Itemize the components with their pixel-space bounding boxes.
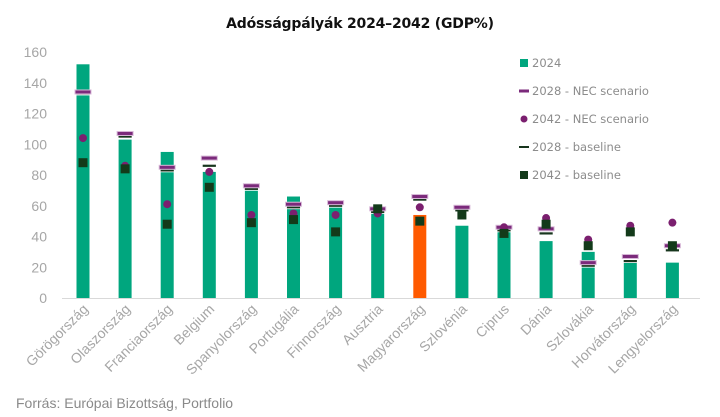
legend-item: 2028 - NEC scenario xyxy=(519,84,649,98)
bar-2024 xyxy=(623,262,637,298)
legend-label: 2042 - NEC scenario xyxy=(532,112,649,126)
bar-2024 xyxy=(413,214,427,298)
marker-2028-nec xyxy=(285,201,302,207)
marker-2042-nec xyxy=(331,210,340,219)
marker-2042-baseline xyxy=(289,215,298,225)
markers xyxy=(74,89,681,268)
marker-2042-nec xyxy=(163,200,172,209)
bar-2024 xyxy=(539,241,553,298)
legend-item: 2042 - baseline xyxy=(520,168,621,182)
legend-swatch-dash xyxy=(519,89,529,93)
y-tick-label: 60 xyxy=(31,198,47,214)
marker-2042-baseline xyxy=(499,228,509,238)
legend-item: 2024 xyxy=(520,56,561,70)
marker-2042-baseline xyxy=(457,210,467,220)
marker-2042-nec xyxy=(247,210,256,219)
marker-2028-baseline xyxy=(538,231,554,236)
marker-2028-baseline xyxy=(622,259,638,264)
marker-2042-nec xyxy=(668,218,677,227)
legend-swatch-bar xyxy=(520,59,528,67)
marker-2042-baseline xyxy=(625,227,635,237)
source-note: Forrás: Európai Bizottság, Portfolio xyxy=(16,395,234,411)
marker-2042-nec xyxy=(205,167,214,176)
marker-2042-baseline xyxy=(415,216,425,226)
legend-label: 2028 - baseline xyxy=(532,140,621,154)
y-tick-label: 20 xyxy=(31,259,47,275)
chart-title: Adósságpályák 2024–2042 (GDP%) xyxy=(226,16,494,32)
y-tick-label: 80 xyxy=(31,167,47,183)
x-axis-labels: GörögországOlaszországFranciaországBelgi… xyxy=(23,301,681,378)
bar-2024 xyxy=(329,207,343,298)
marker-2028-nec xyxy=(74,89,92,95)
y-tick-label: 160 xyxy=(24,44,48,60)
y-tick-label: 120 xyxy=(24,106,48,122)
marker-2028-nec xyxy=(453,204,471,210)
legend-item: 2028 - baseline xyxy=(519,140,621,154)
marker-2028-nec xyxy=(158,164,176,170)
marker-2042-baseline xyxy=(162,219,172,229)
bar-2024 xyxy=(244,187,258,298)
marker-2042-baseline xyxy=(331,227,341,237)
bar-2024 xyxy=(665,262,679,298)
marker-2028-nec xyxy=(200,155,218,161)
marker-2042-baseline xyxy=(583,241,593,251)
marker-2028-nec xyxy=(116,130,134,136)
bar-2024 xyxy=(581,251,595,298)
marker-2042-nec xyxy=(415,203,424,212)
marker-2042-nec xyxy=(79,134,87,143)
marker-2042-baseline xyxy=(667,241,677,251)
bar-2024 xyxy=(371,210,385,298)
legend-swatch-line xyxy=(519,146,529,148)
marker-2042-baseline xyxy=(541,219,551,229)
bar-2024 xyxy=(497,231,511,298)
y-axis: 0 20 40 60 80 100 120 140 160 xyxy=(24,44,48,306)
y-tick-label: 40 xyxy=(31,229,47,245)
legend-label: 2024 xyxy=(532,56,561,70)
y-tick-label: 140 xyxy=(24,75,48,91)
bar-2024 xyxy=(455,225,469,298)
marker-2028-baseline xyxy=(201,163,217,168)
bar-2024 xyxy=(76,64,90,298)
marker-2028-nec xyxy=(621,253,639,259)
y-tick-label: 0 xyxy=(39,290,47,306)
marker-2042-baseline xyxy=(373,204,383,214)
marker-2028-nec xyxy=(327,200,345,206)
x-tick-label: Ciprus xyxy=(472,301,512,341)
legend: 2024 2028 - NEC scenario 2042 - NEC scenar… xyxy=(519,56,649,182)
marker-2028-nec xyxy=(579,260,597,266)
legend-label: 2028 - NEC scenario xyxy=(532,84,649,98)
x-tick-label: Dánia xyxy=(517,301,554,338)
marker-2028-nec xyxy=(411,194,429,200)
marker-2042-baseline xyxy=(246,218,256,228)
marker-2042-baseline xyxy=(120,164,130,174)
legend-swatch-circle xyxy=(520,115,528,123)
bar-2024 xyxy=(202,171,216,298)
marker-2028-nec xyxy=(242,183,260,189)
legend-item: 2042 - NEC scenario xyxy=(520,112,649,126)
legend-swatch-square xyxy=(520,171,528,179)
y-tick-label: 100 xyxy=(24,136,48,152)
marker-2042-baseline xyxy=(78,158,88,168)
marker-2042-baseline xyxy=(204,182,214,192)
legend-label: 2042 - baseline xyxy=(532,168,621,182)
bar-2024 xyxy=(118,139,132,298)
